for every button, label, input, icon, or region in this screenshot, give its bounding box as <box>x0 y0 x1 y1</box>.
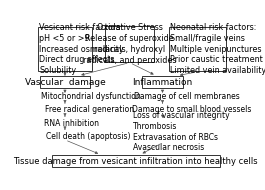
Text: Mitochondrial dysfunction: Mitochondrial dysfunction <box>41 92 141 101</box>
Text: Damage of cell membranes: Damage of cell membranes <box>134 92 240 101</box>
Text: Tissue damage from vesicant infiltration into healthy cells: Tissue damage from vesicant infiltration… <box>14 157 258 165</box>
FancyBboxPatch shape <box>169 27 226 71</box>
Text: Vesicant risk factors:
pH <5 or >9
Increased osmolarity
Direct drug effects
Solu: Vesicant risk factors: pH <5 or >9 Incre… <box>39 23 124 75</box>
Text: Cell death (apoptosis): Cell death (apoptosis) <box>46 132 131 141</box>
Text: RNA inhibition: RNA inhibition <box>44 119 99 127</box>
Text: Oxidative Stress
Release of superoxide
radicals, hydroxyl
radicals, and peroxide: Oxidative Stress Release of superoxide r… <box>83 23 176 65</box>
FancyBboxPatch shape <box>52 155 220 167</box>
Text: Inflammation: Inflammation <box>132 78 193 87</box>
Text: Loss of vascular integrity
Thrombosis
Extravasation of RBCs
Avascular necrosis: Loss of vascular integrity Thrombosis Ex… <box>133 111 230 152</box>
Text: Damage to small blood vessels: Damage to small blood vessels <box>132 105 251 114</box>
FancyBboxPatch shape <box>40 76 90 88</box>
FancyBboxPatch shape <box>142 76 183 88</box>
FancyBboxPatch shape <box>38 27 92 71</box>
Text: Free radical generation: Free radical generation <box>45 105 134 114</box>
Text: Neonatal risk factors:
Small/fragile veins
Multiple venipunctures
Prior caustic : Neonatal risk factors: Small/fragile vei… <box>170 23 265 75</box>
FancyBboxPatch shape <box>105 26 154 62</box>
Text: Vascular  damage: Vascular damage <box>25 78 105 87</box>
